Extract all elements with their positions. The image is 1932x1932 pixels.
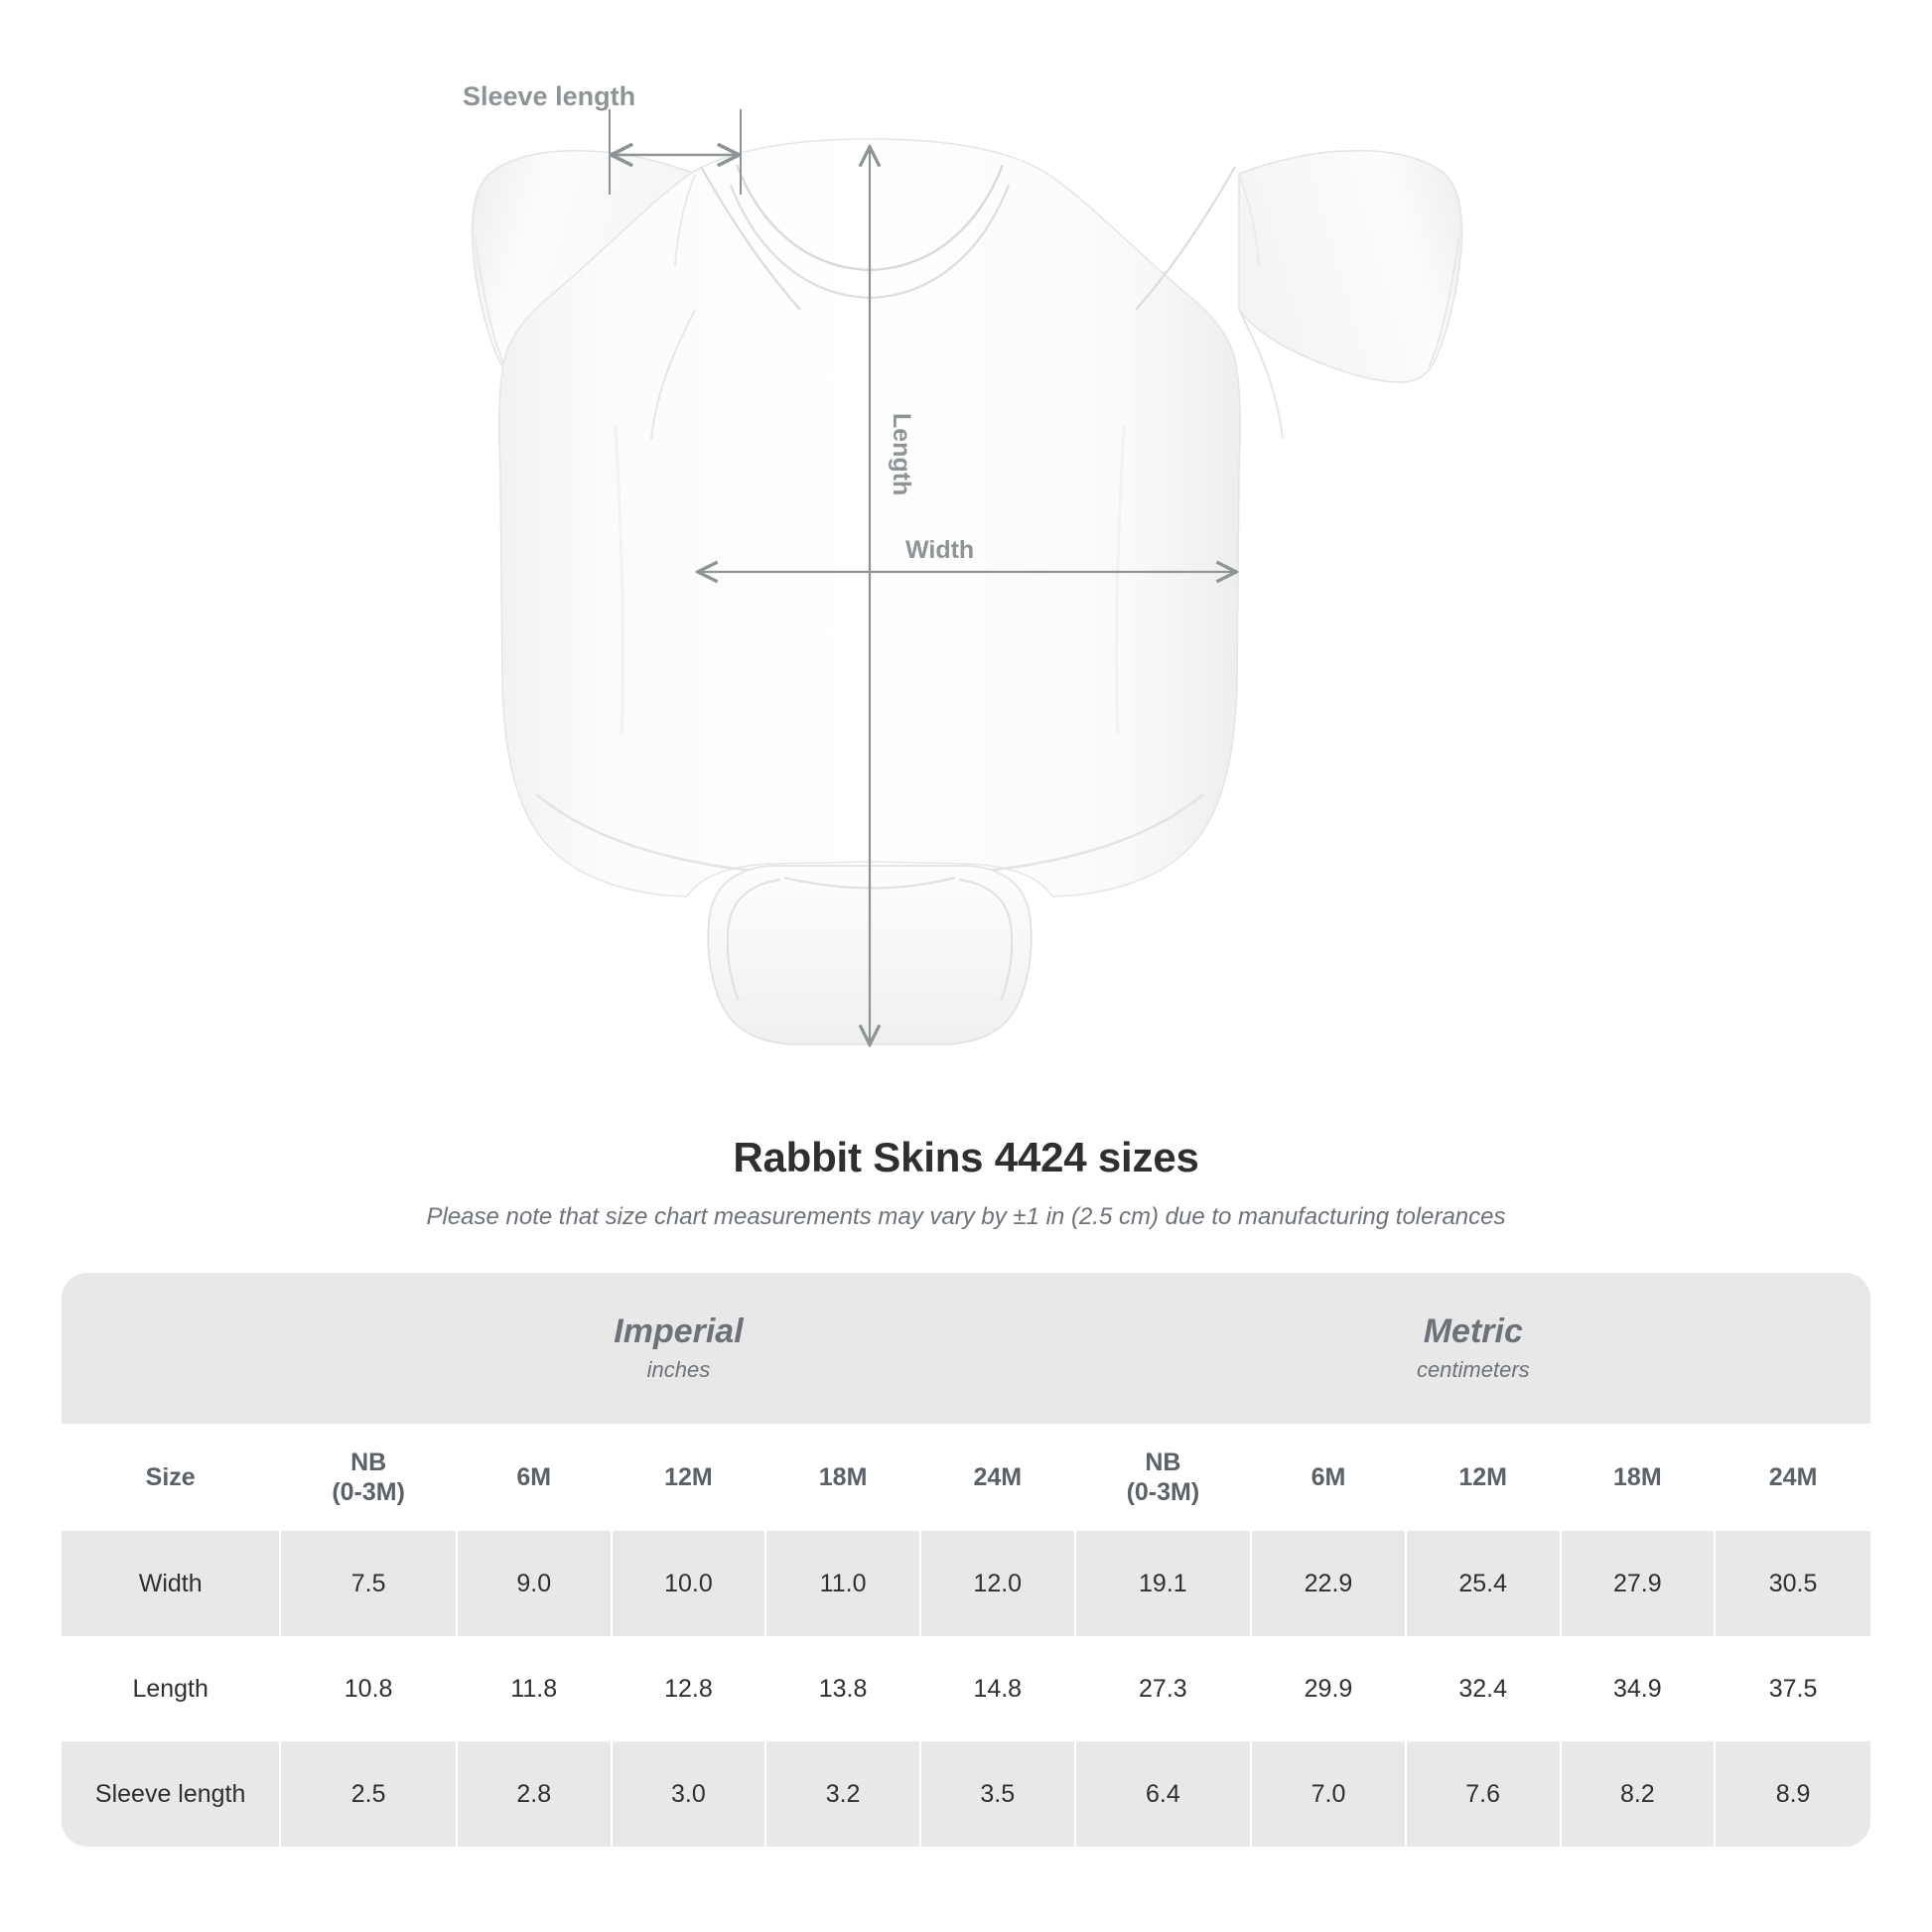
cell-width-7: 25.4 <box>1406 1531 1562 1636</box>
page-subtitle: Please note that size chart measurements… <box>426 1203 1506 1230</box>
cell-sleeve-7: 7.6 <box>1406 1741 1562 1847</box>
cell-width-2: 10.0 <box>612 1531 767 1636</box>
fabric-fold-2 <box>1114 426 1126 736</box>
right-shoulder-fold <box>1238 174 1260 267</box>
fabric-fold-1 <box>614 426 625 736</box>
size-table: Imperial inches Metric centimeters Size … <box>62 1273 1870 1847</box>
cell-width-3: 11.0 <box>766 1531 921 1636</box>
cell-width-5: 19.1 <box>1075 1531 1253 1636</box>
right-lap-seam <box>1135 166 1236 311</box>
cell-length-4: 14.8 <box>920 1636 1076 1741</box>
sleeve-length-label: Sleeve length <box>463 81 635 111</box>
cell-length-9: 37.5 <box>1716 1636 1870 1741</box>
table-row: Sleeve length 2.5 2.8 3.0 3.2 3.5 6.4 7.… <box>62 1741 1870 1847</box>
header-col-5-sub: (0-3M) <box>1126 1478 1200 1506</box>
column-header-row: Size NB (0-3M) 6M 12M 18M 24M NB (0-3M) … <box>62 1424 1870 1531</box>
cell-sleeve-8: 8.2 <box>1561 1741 1717 1847</box>
sleeve-length-annotation: Sleeve length <box>463 81 742 195</box>
header-col-3: 18M <box>766 1424 921 1531</box>
cell-width-8: 27.9 <box>1561 1531 1717 1636</box>
cell-sleeve-5: 6.4 <box>1075 1741 1253 1847</box>
header-col-1: 6M <box>457 1424 613 1531</box>
header-col-5-main: NB <box>1145 1448 1181 1476</box>
cell-width-0: 7.5 <box>281 1531 458 1636</box>
row-label-length: Length <box>62 1636 282 1741</box>
unit-group-imperial-sub: inches <box>646 1356 711 1382</box>
row-label-sleeve-length: Sleeve length <box>62 1741 282 1847</box>
cell-width-6: 22.9 <box>1252 1531 1407 1636</box>
length-label: Length <box>888 413 915 495</box>
cell-length-3: 13.8 <box>766 1636 921 1741</box>
header-col-4: 24M <box>920 1424 1076 1531</box>
cell-length-7: 32.4 <box>1406 1636 1562 1741</box>
unit-blank-cell <box>62 1273 282 1424</box>
header-col-5: NB (0-3M) <box>1075 1424 1253 1531</box>
cell-length-8: 34.9 <box>1561 1636 1717 1741</box>
left-lap-seam <box>700 166 801 311</box>
cell-sleeve-0: 2.5 <box>281 1741 458 1847</box>
row-label-width: Width <box>62 1531 282 1636</box>
header-col-0-main: NB <box>350 1448 387 1476</box>
right-armhole-seam <box>1238 309 1284 440</box>
table-row: Width 7.5 9.0 10.0 11.0 12.0 19.1 22.9 2… <box>62 1531 1870 1636</box>
right-sleeve <box>1238 149 1463 383</box>
unit-group-imperial-name: Imperial <box>614 1312 744 1351</box>
crotch-flap-stitch-right <box>958 879 1014 1002</box>
cell-length-1: 11.8 <box>457 1636 613 1741</box>
left-shoulder-fold <box>674 174 696 267</box>
length-annotation: Length <box>870 149 915 1042</box>
cell-sleeve-6: 7.0 <box>1252 1741 1407 1847</box>
header-size: Size <box>62 1424 282 1531</box>
cell-sleeve-4: 3.5 <box>920 1741 1076 1847</box>
cell-width-1: 9.0 <box>457 1531 613 1636</box>
cell-sleeve-1: 2.8 <box>457 1741 613 1847</box>
left-sleeve-hem <box>474 235 506 368</box>
size-table-container: Imperial inches Metric centimeters Size … <box>62 1273 1870 1847</box>
cell-width-9: 30.5 <box>1716 1531 1870 1636</box>
width-annotation: Width <box>700 536 1234 572</box>
garment-illustration: Sleeve length Length Width <box>463 81 1463 1112</box>
unit-group-metric: Metric centimeters <box>1075 1273 1870 1424</box>
header-col-0-sub: (0-3M) <box>332 1478 405 1506</box>
left-armhole-seam <box>650 309 696 440</box>
unit-group-row: Imperial inches Metric centimeters <box>62 1273 1870 1424</box>
cell-length-5: 27.3 <box>1075 1636 1253 1741</box>
header-col-2: 12M <box>612 1424 767 1531</box>
bodysuit-graphic <box>471 138 1463 1045</box>
unit-group-metric-name: Metric <box>1423 1312 1523 1351</box>
header-col-7: 12M <box>1406 1424 1562 1531</box>
cell-sleeve-9: 8.9 <box>1716 1741 1870 1847</box>
header-col-0: NB (0-3M) <box>281 1424 458 1531</box>
cell-length-6: 29.9 <box>1252 1636 1407 1741</box>
unit-group-imperial: Imperial inches <box>281 1273 1076 1424</box>
header-col-9: 24M <box>1716 1424 1870 1531</box>
table-row: Length 10.8 11.8 12.8 13.8 14.8 27.3 29.… <box>62 1636 1870 1741</box>
page-title: Rabbit Skins 4424 sizes <box>733 1134 1199 1180</box>
cell-length-0: 10.8 <box>281 1636 458 1741</box>
crotch-flap-stitch <box>726 879 781 1002</box>
cell-length-2: 12.8 <box>612 1636 767 1741</box>
unit-group-metric-sub: centimeters <box>1416 1356 1530 1382</box>
cell-sleeve-3: 3.2 <box>766 1741 921 1847</box>
cell-sleeve-2: 3.0 <box>612 1741 767 1847</box>
width-label: Width <box>905 536 974 564</box>
right-sleeve-hem <box>1428 235 1460 368</box>
header-col-6: 6M <box>1252 1424 1407 1531</box>
header-col-8: 18M <box>1561 1424 1717 1531</box>
cell-width-4: 12.0 <box>920 1531 1076 1636</box>
